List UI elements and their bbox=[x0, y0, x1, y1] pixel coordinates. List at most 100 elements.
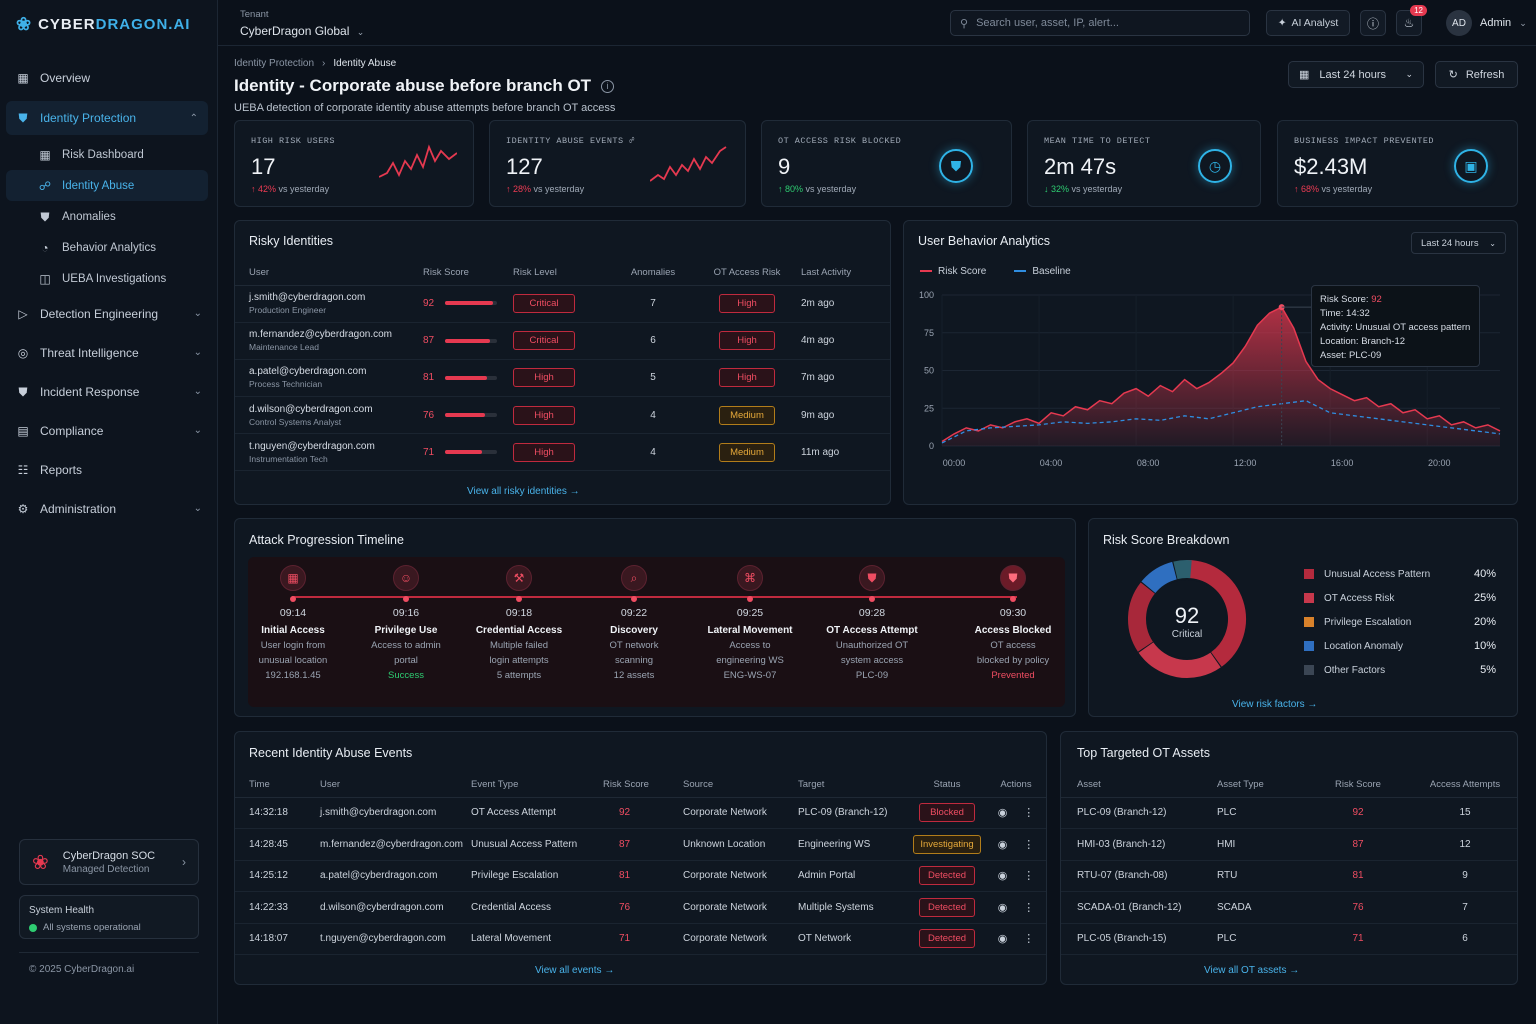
column-header[interactable]: Time bbox=[235, 773, 320, 798]
more-vertical-icon[interactable]: ⋮ bbox=[1023, 838, 1035, 851]
table-row[interactable]: d.wilson@cyberdragon.com Control Systems … bbox=[235, 396, 890, 435]
column-header[interactable]: Risk Level bbox=[513, 261, 613, 286]
column-header[interactable]: Actions bbox=[986, 773, 1046, 798]
column-header[interactable]: Source bbox=[683, 773, 798, 798]
asset-name[interactable]: PLC-05 (Branch-15) bbox=[1061, 923, 1217, 955]
column-header[interactable]: Target bbox=[798, 773, 908, 798]
sidebar-item-overview[interactable]: ▦ Overview bbox=[0, 58, 218, 97]
table-row[interactable]: RTU-07 (Branch-08) RTU 81 9 bbox=[1061, 860, 1517, 892]
eye-icon[interactable]: ◉ bbox=[997, 901, 1008, 914]
table-row[interactable]: 14:25:12 a.patel@cyberdragon.com Privilege… bbox=[235, 860, 1046, 892]
user-menu[interactable]: AD Admin ⌄ bbox=[1446, 10, 1527, 36]
table-row[interactable]: 14:32:18 j.smith@cyberdragon.com OT Access… bbox=[235, 797, 1046, 829]
user-email[interactable]: t.nguyen@cyberdragon.com bbox=[249, 440, 375, 452]
table-row[interactable]: m.fernandez@cyberdragon.com Maintenance L… bbox=[235, 322, 890, 360]
sidebar-item-administration[interactable]: ⚙ Administration ⌄ bbox=[0, 489, 218, 528]
timeline-step[interactable]: ⚒ 09:18 Credential Access Multiple failed lo… bbox=[464, 565, 574, 683]
soc-card[interactable]: ❀ CyberDragon SOC Managed Detection › bbox=[19, 839, 199, 885]
breadcrumb-parent[interactable]: Identity Protection bbox=[234, 58, 315, 69]
soc-subtitle: Managed Detection bbox=[62, 863, 150, 875]
recent-events-card: Recent Identity Abuse Events Time User E… bbox=[234, 731, 1047, 985]
more-vertical-icon[interactable]: ⋮ bbox=[1023, 870, 1035, 883]
eye-icon[interactable]: ◉ bbox=[997, 933, 1008, 946]
sidebar-item-reports[interactable]: ☷ Reports bbox=[0, 450, 218, 489]
timeline-step[interactable]: ☺ 09:16 Privilege Use Access to admin portal… bbox=[351, 565, 461, 683]
table-row[interactable]: HMI-03 (Branch-12) HMI 87 12 bbox=[1061, 828, 1517, 861]
sidebar-subitem-risk-dashboard[interactable]: ▦ Risk Dashboard bbox=[0, 139, 218, 170]
sidebar-item-identity-protection[interactable]: ⛊ Identity Protection ⌃ bbox=[6, 101, 208, 135]
column-header[interactable]: User bbox=[320, 773, 471, 798]
legend-swatch bbox=[1304, 569, 1314, 579]
table-row[interactable]: 14:18:07 t.nguyen@cyberdragon.com Lateral … bbox=[235, 923, 1046, 955]
tenant-selector[interactable]: Tenant CyberDragon Global ⌄ bbox=[240, 9, 364, 38]
table-row[interactable]: PLC-09 (Branch-12) PLC 92 15 bbox=[1061, 797, 1517, 829]
sidebar-subitem-ueba-investigations[interactable]: ◫ UEBA Investigations bbox=[0, 263, 218, 294]
brand-logo[interactable]: ❀ CYBER DRAGON.AI bbox=[16, 14, 190, 35]
column-header[interactable]: Asset bbox=[1061, 773, 1217, 798]
eye-icon[interactable]: ◉ bbox=[997, 807, 1008, 820]
column-header[interactable]: Risk Score bbox=[603, 773, 683, 798]
column-header[interactable]: Risk Score bbox=[423, 261, 513, 286]
time-range-select[interactable]: ▦ Last 24 hours ⌄ bbox=[1288, 61, 1424, 88]
ai-analyst-button[interactable]: ✦ AI Analyst bbox=[1266, 10, 1350, 36]
uba-range-select[interactable]: Last 24 hours ⌄ bbox=[1411, 232, 1506, 254]
asset-name[interactable]: SCADA-01 (Branch-12) bbox=[1061, 891, 1217, 924]
table-row[interactable]: SCADA-01 (Branch-12) SCADA 76 7 bbox=[1061, 891, 1517, 924]
chevron-down-icon: ⌄ bbox=[1489, 238, 1496, 248]
event-user[interactable]: a.patel@cyberdragon.com bbox=[320, 860, 471, 892]
more-vertical-icon[interactable]: ⋮ bbox=[1023, 807, 1035, 820]
column-header[interactable]: Event Type bbox=[471, 773, 603, 798]
search-box[interactable]: ⚲ Search user, asset, IP, alert... bbox=[950, 10, 1250, 36]
timeline-step[interactable]: ▦ 09:14 Initial Access User login from unusu… bbox=[238, 565, 348, 683]
more-vertical-icon[interactable]: ⋮ bbox=[1023, 901, 1035, 914]
sidebar-subitem-behavior-analytics[interactable]: ◔ Behavior Analytics bbox=[0, 232, 218, 263]
column-header[interactable]: Access Attempts bbox=[1413, 773, 1517, 798]
sidebar-item-detection-engineering[interactable]: ▷ Detection Engineering ⌄ bbox=[0, 294, 218, 333]
column-header[interactable]: Risk Score bbox=[1303, 773, 1413, 798]
eye-icon[interactable]: ◉ bbox=[997, 870, 1008, 883]
view-risk-factors-link[interactable]: View risk factors → bbox=[1232, 699, 1317, 710]
table-row[interactable]: a.patel@cyberdragon.com Process Technicia… bbox=[235, 359, 890, 398]
sidebar-subitem-anomalies[interactable]: ⛊ Anomalies bbox=[0, 201, 218, 232]
column-header[interactable]: Anomalies bbox=[613, 261, 693, 286]
refresh-button[interactable]: ↻ Refresh bbox=[1435, 61, 1518, 88]
sidebar-subitem-identity-abuse[interactable]: ☍ Identity Abuse bbox=[6, 170, 208, 201]
timeline-step[interactable]: ⌕ 09:22 Discovery OT network scanning 12 asse… bbox=[579, 565, 689, 683]
info-icon[interactable]: i bbox=[601, 79, 615, 93]
help-button[interactable]: ⓘ bbox=[1360, 10, 1386, 36]
event-user[interactable]: j.smith@cyberdragon.com bbox=[320, 797, 471, 829]
table-row[interactable]: 14:22:33 d.wilson@cyberdragon.com Credenti… bbox=[235, 891, 1046, 924]
timeline-step[interactable]: ⛊ 09:28 OT Access Attempt Unauthorized OT sy… bbox=[817, 565, 927, 683]
search-input[interactable]: Search user, asset, IP, alert... bbox=[976, 17, 1119, 29]
timeline-step[interactable]: ⌘ 09:25 Lateral Movement Access to engineeri… bbox=[695, 565, 805, 683]
user-email[interactable]: j.smith@cyberdragon.com bbox=[249, 292, 366, 304]
column-header[interactable]: User bbox=[235, 261, 423, 286]
column-header[interactable]: Last Activity bbox=[801, 261, 890, 286]
table-row[interactable]: 14:28:45 m.fernandez@cyberdragon.com Unusu… bbox=[235, 828, 1046, 861]
table-row[interactable]: PLC-05 (Branch-15) PLC 71 6 bbox=[1061, 923, 1517, 955]
more-vertical-icon[interactable]: ⋮ bbox=[1023, 933, 1035, 946]
column-header[interactable]: Asset Type bbox=[1217, 773, 1303, 798]
event-user[interactable]: t.nguyen@cyberdragon.com bbox=[320, 923, 471, 955]
notifications-button[interactable]: ♨ 12 bbox=[1396, 5, 1427, 36]
view-all-events-link[interactable]: View all events → bbox=[535, 965, 614, 976]
column-header[interactable]: OT Access Risk bbox=[693, 261, 801, 286]
view-all-assets-link[interactable]: View all OT assets → bbox=[1204, 965, 1299, 976]
sidebar-item-compliance[interactable]: ▤ Compliance ⌄ bbox=[0, 411, 218, 450]
column-header[interactable]: Status bbox=[908, 773, 986, 798]
asset-name[interactable]: HMI-03 (Branch-12) bbox=[1061, 828, 1217, 861]
sidebar-item-threat-intelligence[interactable]: ◎ Threat Intelligence ⌄ bbox=[0, 333, 218, 372]
user-email[interactable]: m.fernandez@cyberdragon.com bbox=[249, 329, 392, 341]
table-row[interactable]: j.smith@cyberdragon.com Production Engine… bbox=[235, 285, 890, 323]
event-user[interactable]: m.fernandez@cyberdragon.com bbox=[320, 828, 471, 861]
event-user[interactable]: d.wilson@cyberdragon.com bbox=[320, 891, 471, 924]
sidebar-item-incident-response[interactable]: ⛊ Incident Response ⌄ bbox=[0, 372, 218, 411]
timeline-step[interactable]: ⛊ 09:30 Access Blocked OT access blocked by … bbox=[958, 565, 1068, 683]
eye-icon[interactable]: ◉ bbox=[997, 838, 1008, 851]
user-email[interactable]: d.wilson@cyberdragon.com bbox=[249, 403, 373, 415]
table-row[interactable]: t.nguyen@cyberdragon.com Instrumentation … bbox=[235, 433, 890, 472]
asset-name[interactable]: PLC-09 (Branch-12) bbox=[1061, 797, 1217, 829]
asset-name[interactable]: RTU-07 (Branch-08) bbox=[1061, 860, 1217, 892]
view-all-risky-link[interactable]: View all risky identities → bbox=[467, 486, 580, 497]
user-email[interactable]: a.patel@cyberdragon.com bbox=[249, 366, 367, 378]
